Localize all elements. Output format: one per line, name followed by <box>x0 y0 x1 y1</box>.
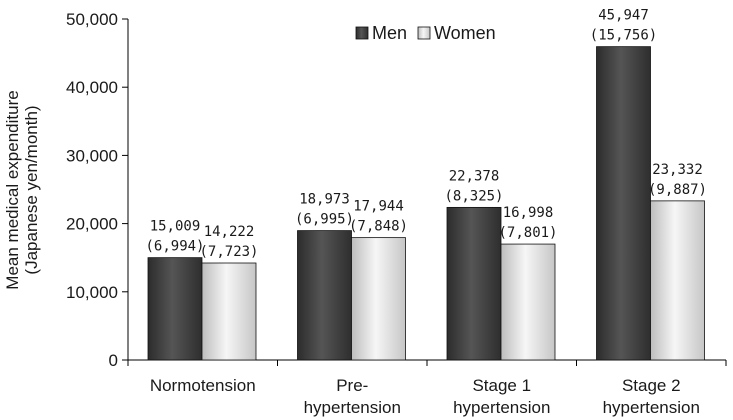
y-tick-label: 30,000 <box>66 146 118 165</box>
axes: 0 10,000 20,000 30,000 40,000 50,000 Normotens… <box>3 10 727 417</box>
x-category-label: Normotension <box>150 376 256 395</box>
sd-label: (7,848) <box>349 219 408 235</box>
y-tick-label: 0 <box>109 351 118 370</box>
sd-label: (15,756) <box>590 28 657 44</box>
sd-label: (9,887) <box>648 182 707 198</box>
value-label: 15,009 <box>150 219 201 235</box>
value-label: 22,378 <box>449 168 500 184</box>
y-tick-label: 40,000 <box>66 78 118 97</box>
value-label: 17,944 <box>353 199 404 215</box>
bar-men-2 <box>446 206 502 361</box>
value-label: 18,973 <box>299 192 350 208</box>
sd-label: (8,325) <box>444 188 503 204</box>
sd-label: (7,723) <box>199 244 258 260</box>
x-category-label: Stage 2 hypertension <box>603 376 700 417</box>
bar-men-3 <box>596 46 651 361</box>
legend-swatch-men <box>355 26 369 40</box>
data-labels-group: 15,009 (6,994) 18,973 (6,995) 22,378 (8,325) 4… <box>145 8 707 260</box>
value-label: 23,332 <box>652 162 703 178</box>
bar-men-1 <box>297 230 352 361</box>
y-axis-title: Mean medical expenditure(Japanese yen/mo… <box>3 90 41 289</box>
sd-label: (7,801) <box>498 225 557 241</box>
y-tick-label: 50,000 <box>66 10 118 29</box>
value-label: 14,222 <box>204 224 255 240</box>
x-category-label: Stage 1 hypertension <box>453 376 550 417</box>
bars-group <box>147 46 705 361</box>
y-tick-label: 10,000 <box>66 283 118 302</box>
bar-men-0 <box>147 257 203 361</box>
x-category-label: Pre-hypertension <box>304 376 401 417</box>
bar-women-0 <box>201 262 257 361</box>
legend-label-women: Women <box>434 23 496 43</box>
bar-women-3 <box>650 200 705 361</box>
bar-women-1 <box>351 237 406 361</box>
bar-women-2 <box>500 243 556 361</box>
value-label: 16,998 <box>503 205 554 221</box>
sd-label: (6,994) <box>145 239 204 255</box>
legend-label-men: Men <box>372 23 407 43</box>
y-tick-label: 20,000 <box>66 215 118 234</box>
legend-swatch-women <box>417 26 431 40</box>
legend: Men Women <box>355 23 496 43</box>
value-label: 45,947 <box>598 8 649 24</box>
sd-label: (6,995) <box>295 212 354 228</box>
